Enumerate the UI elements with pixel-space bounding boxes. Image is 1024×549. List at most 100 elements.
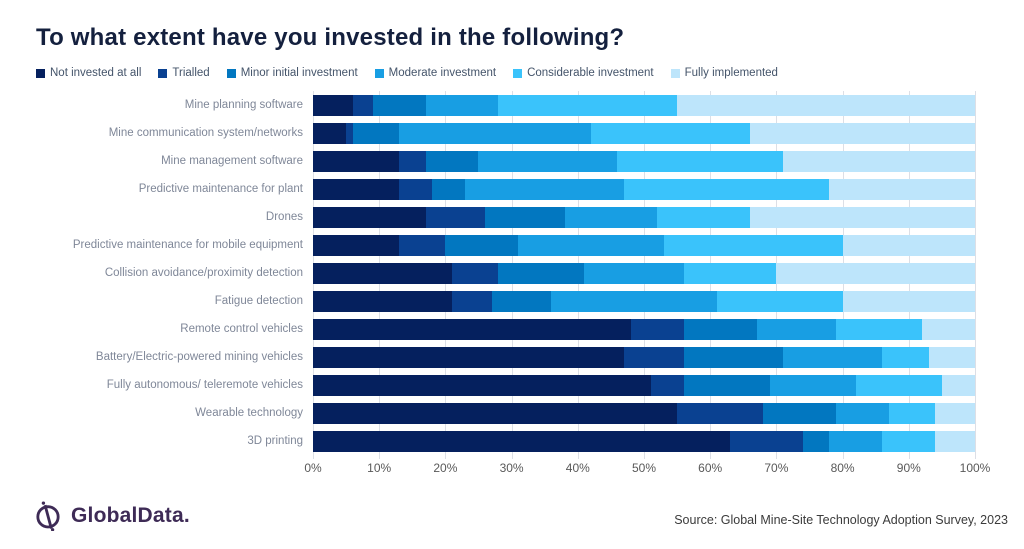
stacked-bar: [313, 234, 975, 256]
bar-segment: [399, 234, 446, 256]
category-label: Fatigue detection: [214, 295, 303, 307]
bar-segment: [802, 430, 830, 452]
chart-row: Drones: [0, 203, 1024, 231]
stacked-bar-chart: Mine planning software Mine communication…: [0, 91, 1024, 459]
category-label: Predictive maintenance for mobile equipm…: [72, 239, 303, 251]
legend-label: Considerable investment: [527, 67, 654, 79]
bar-segment: [372, 94, 426, 116]
chart-row: Fatigue detection: [0, 287, 1024, 315]
bar-segment: [313, 178, 400, 200]
chart-row: Remote control vehicles: [0, 315, 1024, 343]
bar-segment: [518, 234, 664, 256]
category-label: Mine communication system/networks: [108, 127, 303, 139]
bar-segment: [399, 150, 426, 172]
stacked-bar: [313, 122, 975, 144]
bar-segment: [763, 402, 836, 424]
bar-segment: [783, 346, 883, 368]
bar-segment: [352, 122, 400, 144]
category-label: Collision avoidance/proximity detection: [104, 267, 303, 279]
legend-label: Minor initial investment: [240, 67, 358, 79]
bar-segment: [465, 178, 625, 200]
bar-segment: [564, 206, 658, 228]
x-tick-label: 80%: [830, 461, 855, 475]
chart-row: Battery/Electric-powered mining vehicles: [0, 343, 1024, 371]
legend-label: Fully implemented: [684, 67, 778, 79]
legend-swatch: [670, 68, 680, 78]
bar-segment: [882, 346, 929, 368]
x-tick-label: 100%: [959, 461, 991, 475]
chart-row: Fully autonomous/ teleremote vehicles: [0, 371, 1024, 399]
bar-segment: [313, 374, 651, 396]
bar-segment: [425, 94, 499, 116]
bar-segment: [683, 374, 770, 396]
stacked-bar: [313, 178, 975, 200]
stacked-bar: [313, 94, 975, 116]
bar-segment: [888, 402, 936, 424]
bar-segment: [452, 290, 492, 312]
bar-segment: [425, 206, 486, 228]
chart-row: Mine planning software: [0, 91, 1024, 119]
legend-swatch: [158, 68, 168, 78]
bar-segment: [352, 94, 373, 116]
chart-row: Predictive maintenance for mobile equipm…: [0, 231, 1024, 259]
stacked-bar: [313, 206, 975, 228]
bar-segment: [769, 374, 856, 396]
x-tick-label: 20%: [433, 461, 458, 475]
bar-segment: [313, 150, 400, 172]
category-label: 3D printing: [247, 435, 303, 447]
x-tick-label: 10%: [367, 461, 392, 475]
category-label: Battery/Electric-powered mining vehicles: [95, 351, 303, 363]
bar-segment: [346, 122, 353, 144]
chart-row: Mine management software: [0, 147, 1024, 175]
bar-segment: [591, 122, 750, 144]
category-label: Mine management software: [161, 155, 303, 167]
bar-segment: [313, 122, 347, 144]
category-label: Wearable technology: [195, 407, 303, 419]
bar-segment: [842, 234, 975, 256]
bar-segment: [313, 318, 631, 340]
legend-item: Trialled: [158, 67, 210, 79]
bar-segment: [650, 374, 684, 396]
bar-segment: [399, 122, 591, 144]
bar-segment: [630, 318, 684, 340]
bar-segment: [313, 346, 625, 368]
x-tick-label: 90%: [896, 461, 921, 475]
bar-segment: [730, 430, 803, 452]
bar-segment: [657, 206, 750, 228]
x-tick-label: 50%: [631, 461, 657, 475]
legend-item: Minor initial investment: [226, 67, 358, 79]
bar-segment: [941, 374, 975, 396]
bar-segment: [835, 318, 922, 340]
chart-row: Predictive maintenance for plant: [0, 175, 1024, 203]
bar-segment: [683, 262, 777, 284]
x-tick-label: 40%: [565, 461, 590, 475]
bar-segment: [935, 402, 975, 424]
stacked-bar: [313, 346, 975, 368]
x-axis: 0% 10% 20% 30% 40% 50% 60% 70% 80% 90% 100%: [304, 461, 990, 477]
bar-segment: [782, 150, 975, 172]
bar-segment: [882, 430, 936, 452]
legend-item: Considerable investment: [513, 67, 654, 79]
bar-segment: [677, 402, 764, 424]
bar-segment: [313, 206, 426, 228]
bar-segment: [928, 346, 975, 368]
chart-legend: Not invested at all Trialled Minor initial…: [36, 67, 778, 79]
chart-row: Wearable technology: [0, 399, 1024, 427]
category-label: Fully autonomous/ teleremote vehicles: [106, 379, 303, 391]
gridline: [975, 91, 976, 459]
bar-segment: [313, 262, 453, 284]
legend-item: Not invested at all: [36, 67, 141, 79]
bar-segment: [683, 318, 757, 340]
chart-row: Collision avoidance/proximity detection: [0, 259, 1024, 287]
source-text: Source: Global Mine-Site Technology Adop…: [674, 513, 1008, 527]
bar-segment: [432, 178, 466, 200]
x-tick-label: 0%: [304, 461, 322, 475]
bar-segment: [749, 206, 975, 228]
legend-label: Moderate investment: [388, 67, 497, 79]
bar-segment: [313, 94, 353, 116]
bar-segment: [749, 122, 975, 144]
chart-rows: Mine planning software Mine communication…: [0, 91, 1024, 455]
bar-segment: [452, 262, 499, 284]
stacked-bar: [313, 402, 975, 424]
bar-segment: [399, 178, 433, 200]
